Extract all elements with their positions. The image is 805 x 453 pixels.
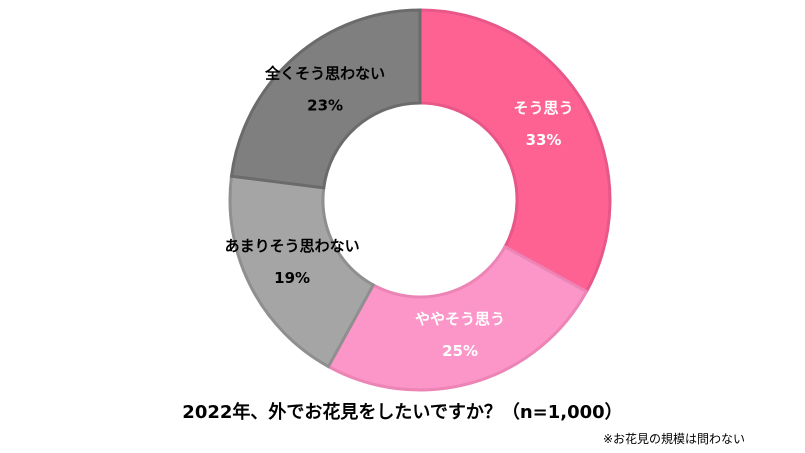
slice-4 [229,8,422,190]
slice-label-3: あまりそう思わない [225,237,360,255]
slice-value-4: 23% [307,96,343,114]
slice-label-2: ややそう思う [415,310,505,328]
slice-value-3: 19% [274,269,310,287]
slice-label-1: そう思う [514,99,574,117]
chart-note: ※お花見の規模は問わない [602,432,745,446]
slice-value-2: 25% [442,342,478,360]
slice-label-4: 全くそう思わない [264,64,385,82]
slice-value-1: 33% [526,131,562,149]
chart-title: 2022年、外でお花見をしたいですか？（n=1,000） [182,402,623,423]
slice-1 [418,8,612,294]
slice-2 [326,244,589,392]
slice-3 [228,174,376,369]
